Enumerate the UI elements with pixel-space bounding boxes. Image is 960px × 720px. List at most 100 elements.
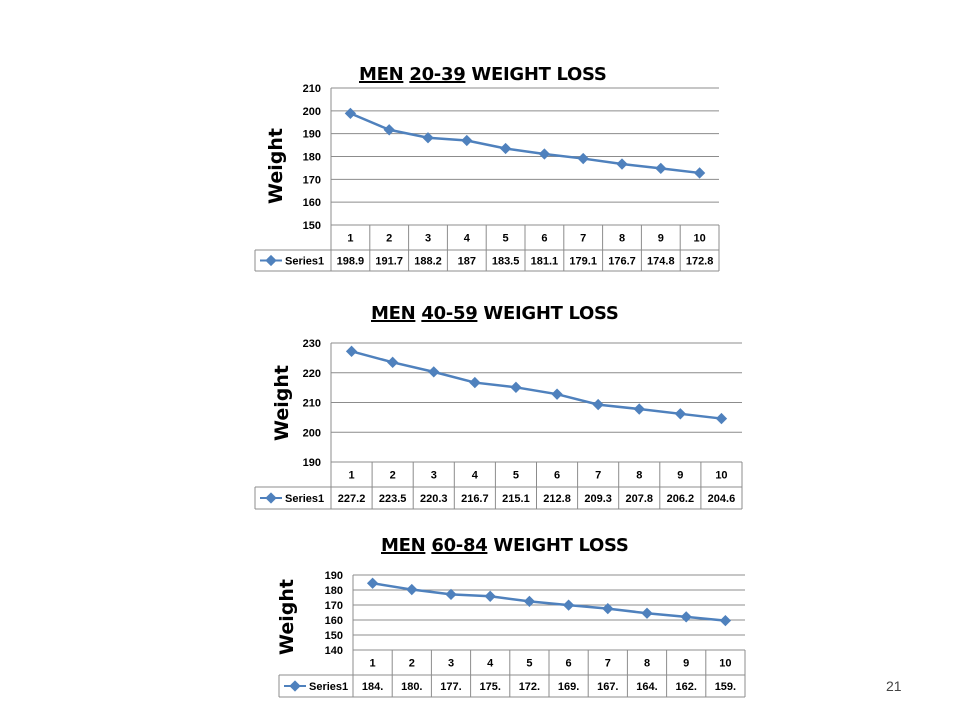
chart-3-table-value-5: 172. [519, 681, 540, 693]
chart-2-xtick-2: 2 [390, 470, 396, 482]
chart-1-title: MEN 20-39 WEIGHT LOSS [359, 64, 607, 85]
chart-3-table-value-7: 167. [597, 681, 618, 693]
chart-1-ytick-210: 210 [303, 83, 321, 95]
chart-2-ytick-190: 190 [303, 457, 321, 469]
chart-1-table-value-1: 198.9 [337, 256, 365, 268]
chart-3-point-10 [719, 614, 732, 627]
chart-3-table-value-6: 169. [558, 681, 579, 693]
chart-1-table-value-8: 176.7 [608, 256, 636, 268]
page-number: 21 [886, 678, 902, 694]
chart-3-table-value-2: 180. [401, 681, 422, 693]
chart-2-xtick-10: 10 [715, 470, 727, 482]
chart-1-table-value-3: 188.2 [414, 256, 442, 268]
chart-2-table-value-10: 204.6 [708, 493, 736, 505]
chart-3-table-value-10: 159. [715, 681, 736, 693]
chart-2-title-part-3: WEIGHT LOSS [483, 303, 619, 324]
chart-2-series-line [351, 350, 722, 420]
chart-3-point-3 [445, 588, 457, 601]
chart-3-table-value-3: 177. [440, 681, 461, 693]
chart-3-xtick-4: 4 [487, 658, 494, 670]
chart-1-title-part-2: 20-39 [409, 64, 466, 85]
chart-1-table-value-9: 174.8 [647, 256, 675, 268]
chart-3-legend-label: Series1 [309, 681, 348, 693]
chart-3-xtick-5: 5 [526, 658, 532, 670]
chart-3-point-1 [366, 577, 379, 589]
chart-3-legend-marker [289, 680, 301, 692]
chart-2-xtick-7: 7 [595, 470, 601, 482]
chart-3-xtick-6: 6 [566, 658, 572, 670]
chart-2-table-value-5: 215.1 [502, 493, 530, 505]
chart-1-ytick-150: 150 [303, 220, 321, 232]
chart-2-point-5 [510, 381, 522, 393]
chart-2-legend-marker [265, 492, 277, 504]
chart-3-table-value-1: 184. [362, 681, 383, 693]
chart-3-xtick-10: 10 [719, 658, 731, 670]
chart-3-series-line [372, 582, 726, 622]
chart-2-title-part-2: 40-59 [421, 303, 478, 324]
chart-2-point-3 [428, 366, 440, 378]
chart-1-series-line [349, 112, 700, 175]
chart-2-ytick-220: 220 [303, 368, 321, 380]
chart-2-table-value-8: 207.8 [625, 493, 653, 505]
chart-1-point-5 [499, 142, 512, 155]
chart-2-point-4 [469, 376, 481, 389]
chart-3-ytick-170: 170 [325, 600, 343, 612]
chart-3-title-part-1: MEN [381, 535, 426, 556]
chart-2-ytick-210: 210 [303, 398, 321, 410]
chart-2-table-value-4: 216.7 [461, 493, 489, 505]
chart-1-point-6 [538, 148, 551, 160]
chart-2-point-10 [715, 412, 728, 425]
chart-2-xtick-5: 5 [513, 470, 519, 482]
chart-1-point-8 [616, 158, 628, 170]
chart-2-xtick-1: 1 [348, 470, 354, 482]
chart-1-xtick-8: 8 [619, 233, 625, 245]
chart-2-title: MEN 40-59 WEIGHT LOSS [371, 303, 619, 324]
chart-2-point-8 [633, 403, 645, 415]
chart-1-ytick-170: 170 [303, 174, 321, 186]
chart-1-xtick-10: 10 [693, 233, 705, 245]
chart-1-legend-marker [265, 254, 277, 267]
chart-2-point-2 [386, 356, 399, 368]
chart-3-point-6 [562, 599, 575, 611]
chart-3-point-9 [680, 611, 692, 623]
chart-3-point-5 [523, 595, 536, 608]
chart-3-table-value-8: 164. [636, 681, 657, 693]
chart-2-ytick-200: 200 [303, 427, 321, 439]
chart-3-title-part-3: WEIGHT LOSS [493, 535, 629, 556]
chart-1-table-value-2: 191.7 [375, 256, 403, 268]
chart-3-point-8 [641, 607, 653, 619]
chart-1-xtick-2: 2 [386, 233, 392, 245]
chart-3-ytick-190: 190 [325, 570, 343, 582]
chart-1-point-9 [655, 162, 667, 175]
chart-2-table-value-1: 227.2 [338, 493, 366, 505]
chart-1-xtick-5: 5 [503, 233, 509, 245]
chart-1-point-3 [422, 132, 434, 144]
chart-1-legend-label: Series1 [285, 256, 324, 268]
chart-1-xtick-6: 6 [541, 233, 547, 245]
chart-3-ytick-180: 180 [325, 585, 343, 597]
chart-2-point-9 [674, 408, 687, 420]
chart-3-xtick-8: 8 [644, 658, 650, 670]
chart-1-point-4 [461, 134, 473, 147]
chart-2-xtick-9: 9 [677, 470, 683, 482]
chart-2-point-1 [345, 345, 358, 357]
chart-2-table-value-9: 206.2 [667, 493, 695, 505]
chart-1-ytick-160: 160 [303, 197, 321, 209]
chart-2-ytick-230: 230 [303, 338, 321, 350]
chart-2-xtick-3: 3 [431, 470, 437, 482]
chart-3-title: MEN 60-84 WEIGHT LOSS [381, 535, 629, 556]
chart-1-title-part-3: WEIGHT LOSS [471, 64, 607, 85]
chart-3-ytick-150: 150 [325, 630, 343, 642]
chart-1-table-value-10: 172.8 [686, 256, 714, 268]
chart-3-point-2 [406, 583, 418, 596]
chart-2-table-value-7: 209.3 [584, 493, 612, 505]
chart-1-xtick-9: 9 [658, 233, 664, 245]
chart-3-xtick-2: 2 [409, 658, 415, 670]
chart-2-legend-label: Series1 [285, 493, 324, 505]
chart-2-table-value-3: 220.3 [420, 493, 448, 505]
chart-3-point-4 [484, 590, 496, 602]
chart-3-xtick-9: 9 [683, 658, 689, 670]
